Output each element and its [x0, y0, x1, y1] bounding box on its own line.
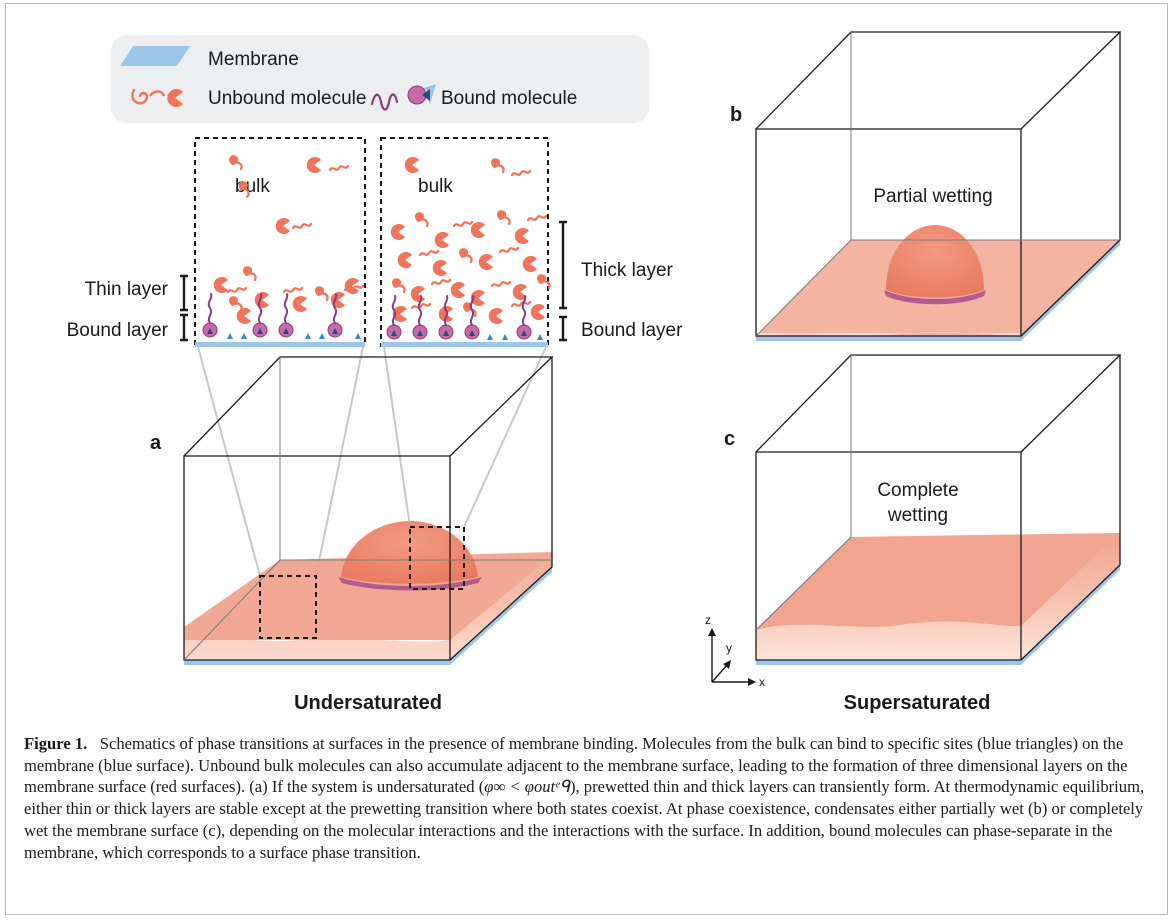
caption-text-part1: Schematics of phase transitions at surfa…	[24, 734, 1128, 797]
caption-label: Figure 1.	[24, 734, 88, 753]
legend-box	[111, 35, 649, 123]
membrane-icon	[120, 46, 190, 66]
unbound-molecule-icon	[131, 88, 183, 108]
panel-c-title: Supersaturated	[844, 692, 991, 714]
inset-connector-lines	[197, 346, 547, 577]
legend-unbound-label: Unbound molecule	[208, 88, 366, 109]
caption-text-part2: ), prewetted thin and thick layers can t…	[24, 777, 1145, 862]
figure-frame	[5, 3, 1168, 915]
box-undersaturated	[183, 356, 554, 665]
axes-indicator	[708, 628, 756, 686]
inset-right-bound-layer-label: Bound layer	[581, 320, 683, 341]
thin-layer-label: Thin layer	[85, 279, 169, 300]
legend-membrane-label: Membrane	[208, 49, 299, 70]
panel-b-text: Partial wetting	[873, 186, 992, 207]
inset-right-bulk-label: bulk	[418, 176, 453, 197]
legend-bound-label: Bound molecule	[441, 88, 577, 109]
thick-layer-label: Thick layer	[581, 260, 674, 281]
panel-c-text-line1: Complete	[877, 480, 958, 501]
inset-left-bound-layer-label: Bound layer	[67, 320, 169, 341]
panel-a-letter: a	[150, 432, 162, 454]
box-partial-wetting	[755, 31, 1122, 341]
inset-thick-layer: bulk Thick layer Bound layer	[380, 137, 683, 347]
panel-a-title: Undersaturated	[294, 692, 442, 714]
axis-x-label: x	[759, 675, 765, 689]
panel-c-text-line2: wetting	[887, 505, 948, 526]
panel-c-letter: c	[724, 428, 735, 450]
caption-math: φ∞ < φoutᵉᑫ	[484, 777, 570, 797]
box-complete-wetting	[755, 354, 1122, 665]
inset-thin-layer: bulk Thin layer Bound layer	[67, 137, 366, 347]
axis-z-label: z	[705, 613, 711, 627]
axis-y-label: y	[726, 641, 732, 655]
figure-caption: Figure 1. Schematics of phase transition…	[24, 733, 1154, 863]
panel-b-letter: b	[730, 104, 742, 126]
bound-molecule-icon	[370, 84, 436, 111]
